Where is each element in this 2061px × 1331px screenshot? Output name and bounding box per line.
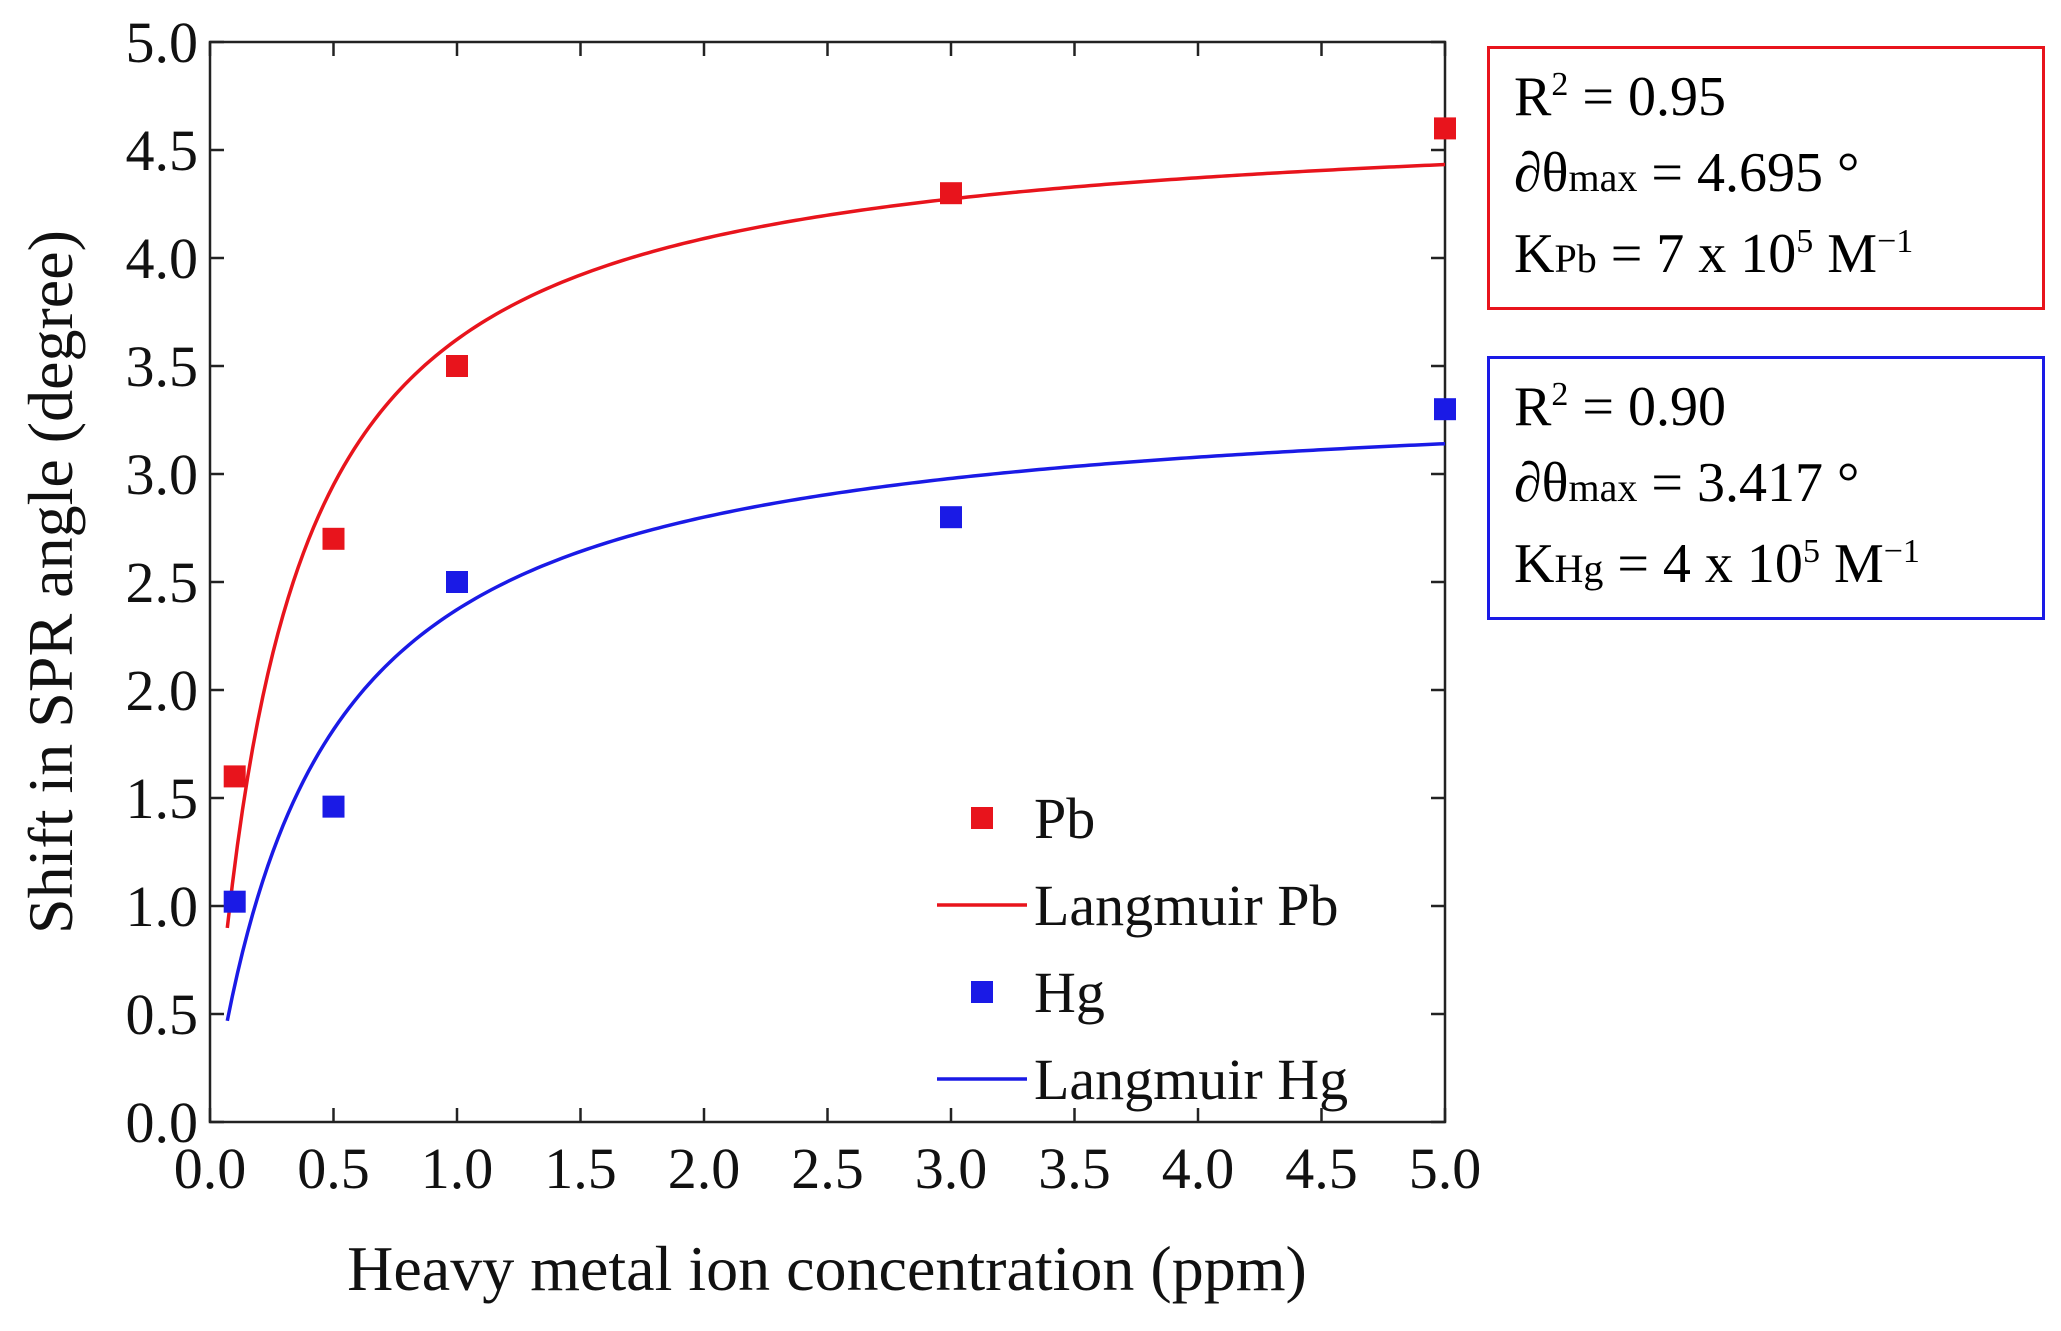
pb-fit-annotation: R2 = 0.95 ∂θmax = 4.695 ° KPb = 7 x 105 …	[1487, 46, 2045, 310]
y-tick-label: 5.0	[126, 10, 199, 75]
hg-data-point	[223, 890, 246, 913]
x-tick-label: 2.0	[668, 1136, 741, 1201]
hg-data-point	[940, 506, 962, 529]
x-tick-label: 0.0	[174, 1136, 247, 1201]
hg-k-exponent: 5	[1802, 533, 1820, 570]
hg-r2-value: = 0.90	[1582, 376, 1726, 438]
y-tick-label: 4.5	[126, 118, 199, 183]
axis-labels: Heavy metal ion concentration (ppm) Shif…	[15, 230, 1307, 1304]
x-tick-label: 3.5	[1038, 1136, 1111, 1201]
pb-data-point	[446, 355, 468, 377]
hg-r2-symbol: R	[1514, 376, 1552, 438]
pb-theta-symbol: ∂θ	[1514, 142, 1569, 204]
hg-fit-annotation: R2 = 0.90 ∂θmax = 3.417 ° KHg = 4 x 105 …	[1487, 356, 2045, 620]
plot-frame	[208, 40, 1447, 1124]
hg-r2-exponent: 2	[1551, 376, 1569, 413]
legend-pb-label: Pb	[1034, 786, 1095, 851]
x-tick-label: 4.5	[1285, 1136, 1358, 1201]
hg-k-line: KHg = 4 x 105 M−1	[1514, 526, 2042, 607]
hg-k-subscript: Hg	[1554, 546, 1604, 591]
pb-r2-line: R2 = 0.95	[1514, 59, 2042, 135]
tick-marks: 0.0 0.5 1.0 1.5 2.0 2.5 3.0 3.5 4.0 4.5 5.0 0.0 0.5 1…	[126, 10, 1482, 1201]
legend-pb-marker	[971, 807, 993, 829]
pb-r2-symbol: R	[1514, 66, 1552, 128]
langmuir-hg-fit-line	[225, 441, 1446, 1022]
pb-r2-value: = 0.95	[1582, 66, 1726, 128]
x-tick-label: 3.0	[915, 1136, 988, 1201]
hg-k-symbol: K	[1514, 533, 1555, 595]
y-tick-label: 2.5	[126, 550, 199, 615]
pb-data-point	[940, 182, 962, 205]
x-tick-label: 1.5	[544, 1136, 617, 1201]
x-axis-label: Heavy metal ion concentration (ppm)	[347, 1233, 1307, 1304]
hg-theta-subscript: max	[1568, 465, 1638, 510]
x-tick-label: 5.0	[1409, 1136, 1482, 1201]
hg-data-point	[446, 571, 468, 593]
pb-k-exponent: 5	[1796, 223, 1814, 260]
legend-hg-marker	[971, 981, 993, 1003]
y-tick-label: 0.5	[126, 982, 199, 1047]
legend-langmuir-pb-label: Langmuir Pb	[1034, 873, 1338, 938]
pb-k-line: KPb = 7 x 105 M−1	[1514, 216, 2042, 297]
hg-k-unit: M	[1833, 533, 1884, 595]
langmuir-pb-fit-line	[225, 162, 1446, 929]
pb-theta-line: ∂θmax = 4.695 °	[1514, 135, 2042, 216]
x-tick-label: 4.0	[1162, 1136, 1235, 1201]
pb-r2-exponent: 2	[1551, 66, 1569, 103]
pb-k-value: = 7 x 10	[1610, 223, 1797, 285]
pb-theta-value: = 4.695 °	[1651, 142, 1860, 204]
legend-hg-label: Hg	[1034, 960, 1105, 1025]
y-tick-label: 1.0	[126, 874, 199, 939]
x-tick-label: 2.5	[791, 1136, 864, 1201]
pb-k-subscript: Pb	[1554, 236, 1597, 281]
y-axis-label: Shift in SPR angle (degree)	[15, 230, 86, 934]
pb-k-unit: M	[1827, 223, 1878, 285]
hg-theta-symbol: ∂θ	[1514, 452, 1569, 514]
y-tick-label: 2.0	[126, 658, 199, 723]
y-tick-label: 1.5	[126, 766, 199, 831]
hg-theta-value: = 3.417 °	[1651, 452, 1860, 514]
x-tick-label: 0.5	[297, 1136, 370, 1201]
legend-langmuir-hg-label: Langmuir Hg	[1034, 1047, 1348, 1112]
hg-r2-line: R2 = 0.90	[1514, 369, 2042, 445]
legend: Pb Langmuir Pb Hg Langmuir Hg	[937, 786, 1348, 1112]
pb-data-point	[1434, 117, 1456, 140]
pb-k-unit-exponent: −1	[1877, 223, 1914, 260]
hg-k-value: = 4 x 10	[1617, 533, 1803, 595]
pb-data-point	[223, 765, 246, 788]
hg-k-unit-exponent: −1	[1883, 533, 1920, 570]
pb-data-point	[322, 527, 345, 550]
x-tick-label: 1.0	[421, 1136, 494, 1201]
series-layer	[223, 117, 1456, 1022]
hg-data-point	[1434, 398, 1456, 421]
y-tick-label: 3.0	[126, 442, 199, 507]
pb-theta-subscript: max	[1568, 155, 1638, 200]
pb-k-symbol: K	[1514, 223, 1555, 285]
y-tick-label: 0.0	[126, 1090, 199, 1155]
y-tick-label: 3.5	[126, 334, 199, 399]
hg-data-point	[322, 795, 345, 818]
hg-theta-line: ∂θmax = 3.417 °	[1514, 445, 2042, 526]
y-tick-label: 4.0	[126, 226, 199, 291]
